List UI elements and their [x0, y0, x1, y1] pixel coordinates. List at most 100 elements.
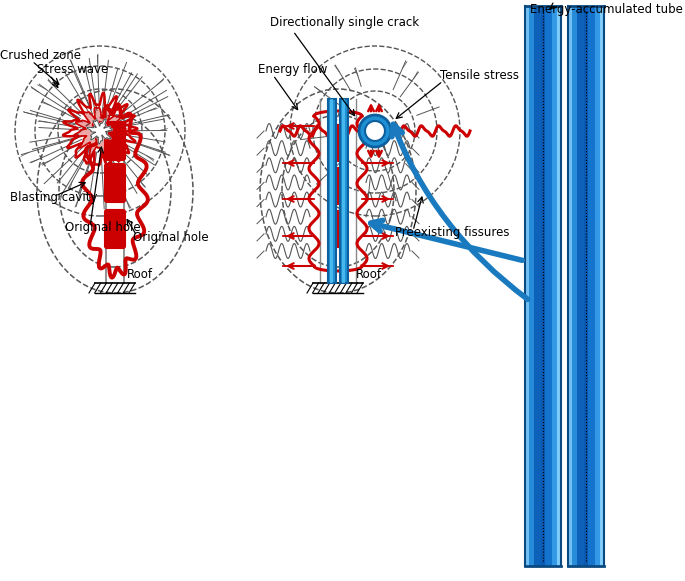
Bar [525, 6, 526, 566]
Bar [560, 6, 562, 566]
Bar [535, 6, 536, 566]
Bar [601, 6, 602, 566]
Bar [569, 6, 571, 566]
Bar [530, 6, 532, 566]
Bar [532, 6, 533, 566]
Bar [536, 6, 537, 566]
Bar [556, 6, 557, 566]
Bar [559, 6, 560, 566]
FancyBboxPatch shape [329, 167, 347, 205]
Bar [539, 6, 540, 566]
Bar [550, 6, 551, 566]
Bar [534, 6, 535, 566]
Bar [539, 6, 540, 566]
Bar [578, 6, 580, 566]
Bar [594, 6, 595, 566]
Bar [540, 6, 541, 566]
Bar [551, 6, 553, 566]
Text: Roof: Roof [127, 268, 153, 281]
Bar [579, 6, 580, 566]
Bar [576, 6, 577, 566]
Bar [558, 6, 559, 566]
Bar [527, 6, 528, 566]
Bar [530, 6, 531, 566]
Bar [603, 6, 604, 566]
Bar [586, 6, 587, 566]
Bar [549, 6, 550, 566]
Text: Stress wave: Stress wave [37, 63, 108, 76]
FancyBboxPatch shape [105, 163, 125, 203]
FancyBboxPatch shape [329, 124, 347, 162]
Bar [532, 6, 534, 566]
Bar [534, 6, 536, 566]
Text: Blasting cavity: Blasting cavity [10, 191, 97, 204]
Bar [585, 6, 586, 566]
Bar [596, 6, 597, 566]
Text: Preexisting fissures: Preexisting fissures [395, 226, 510, 239]
Bar [340, 99, 348, 283]
Bar [551, 6, 552, 566]
Bar [531, 6, 532, 566]
Bar [600, 6, 601, 566]
Bar [590, 6, 592, 566]
Bar [545, 6, 546, 566]
Bar [549, 6, 551, 566]
Bar [580, 6, 581, 566]
Bar [591, 6, 593, 566]
Bar [540, 6, 542, 566]
FancyBboxPatch shape [105, 121, 125, 160]
Bar [597, 6, 599, 566]
Bar [529, 6, 530, 566]
Bar [599, 6, 600, 566]
Text: Original hole: Original hole [65, 221, 140, 234]
Bar [570, 6, 571, 566]
Bar [556, 6, 558, 566]
Bar [583, 6, 584, 566]
Bar [574, 6, 575, 566]
Bar [584, 6, 585, 566]
Bar [582, 6, 584, 566]
Bar [547, 6, 548, 566]
Bar [527, 6, 529, 566]
Bar [536, 6, 538, 566]
Bar [603, 6, 604, 566]
Bar [538, 6, 539, 566]
Bar [581, 6, 582, 566]
Text: Energy flow: Energy flow [258, 63, 327, 76]
Bar [552, 6, 553, 566]
Bar [572, 6, 573, 566]
Text: Original hole: Original hole [133, 231, 209, 244]
Bar [554, 6, 556, 566]
Bar [548, 6, 549, 566]
Polygon shape [74, 107, 126, 158]
Bar [601, 6, 603, 566]
Circle shape [365, 121, 385, 141]
Bar [557, 6, 558, 566]
Bar [330, 99, 334, 283]
Bar [553, 6, 554, 566]
Text: Directionally single crack: Directionally single crack [270, 16, 419, 29]
Text: Tensile stress: Tensile stress [440, 69, 519, 82]
Bar [577, 6, 578, 566]
Bar [593, 6, 594, 566]
Bar [593, 6, 595, 566]
Bar [342, 99, 345, 283]
Bar [568, 6, 569, 566]
Bar [560, 6, 561, 566]
Text: Energy-accumulated tube: Energy-accumulated tube [530, 3, 683, 16]
Bar [575, 6, 576, 566]
Bar [576, 6, 577, 566]
Bar [558, 6, 560, 566]
Bar [328, 99, 336, 283]
Bar [545, 6, 547, 566]
FancyBboxPatch shape [105, 210, 125, 249]
Bar [537, 6, 538, 566]
Bar [588, 6, 590, 566]
Bar [569, 6, 570, 566]
Bar [600, 6, 601, 566]
Bar [547, 6, 548, 566]
FancyBboxPatch shape [329, 210, 347, 248]
Polygon shape [87, 119, 112, 144]
Bar [546, 6, 547, 566]
Bar [533, 6, 534, 566]
